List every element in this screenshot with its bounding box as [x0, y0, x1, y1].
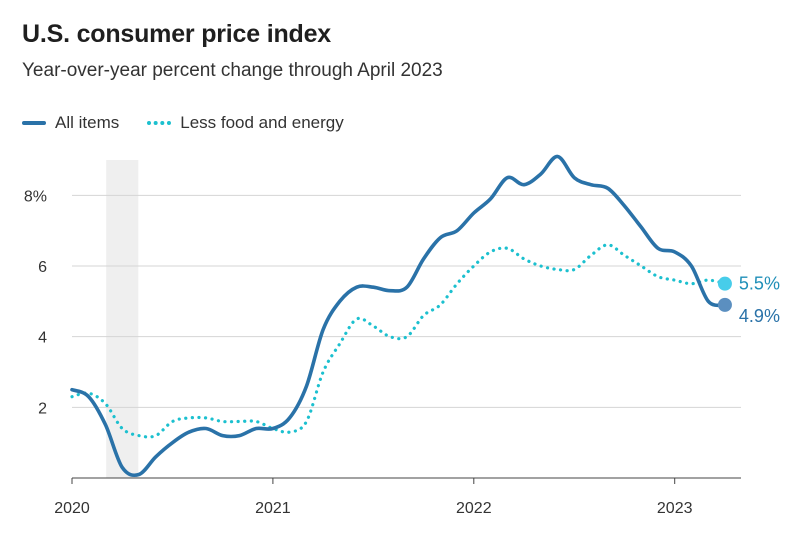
y-tick-label: 4 [38, 330, 47, 347]
end-marker-core [717, 276, 732, 291]
legend-label-all-items: All items [55, 113, 120, 132]
legend-swatch-core [147, 121, 172, 125]
y-tick-label: 2 [38, 400, 47, 417]
x-tick-label: 2022 [456, 500, 492, 517]
legend: All items Less food and energy [22, 113, 372, 133]
series-line-core [70, 243, 727, 439]
legend-item-all-items: All items [22, 113, 119, 133]
legend-label-core: Less food and energy [180, 113, 344, 132]
legend-swatch-all-items [22, 121, 46, 125]
end-label-all-items: 4.9% [739, 306, 780, 326]
chart-subtitle: Year-over-year percent change through Ap… [22, 60, 443, 81]
legend-item-core: Less food and energy [147, 113, 344, 133]
chart-title: U.S. consumer price index [22, 20, 331, 48]
x-tick-label: 2020 [54, 500, 90, 517]
y-tick-label: 8% [24, 188, 47, 205]
end-label-core: 5.5% [739, 274, 780, 294]
x-tick-label: 2023 [657, 500, 693, 517]
end-marker-all-items [717, 297, 732, 312]
series-line-all-items [70, 154, 727, 478]
recession-shade [106, 160, 139, 478]
y-tick-label: 6 [38, 259, 47, 276]
x-tick-label: 2021 [255, 500, 291, 517]
